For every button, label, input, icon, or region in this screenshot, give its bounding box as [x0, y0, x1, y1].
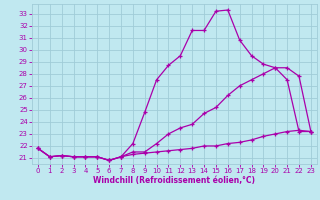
- X-axis label: Windchill (Refroidissement éolien,°C): Windchill (Refroidissement éolien,°C): [93, 176, 255, 185]
